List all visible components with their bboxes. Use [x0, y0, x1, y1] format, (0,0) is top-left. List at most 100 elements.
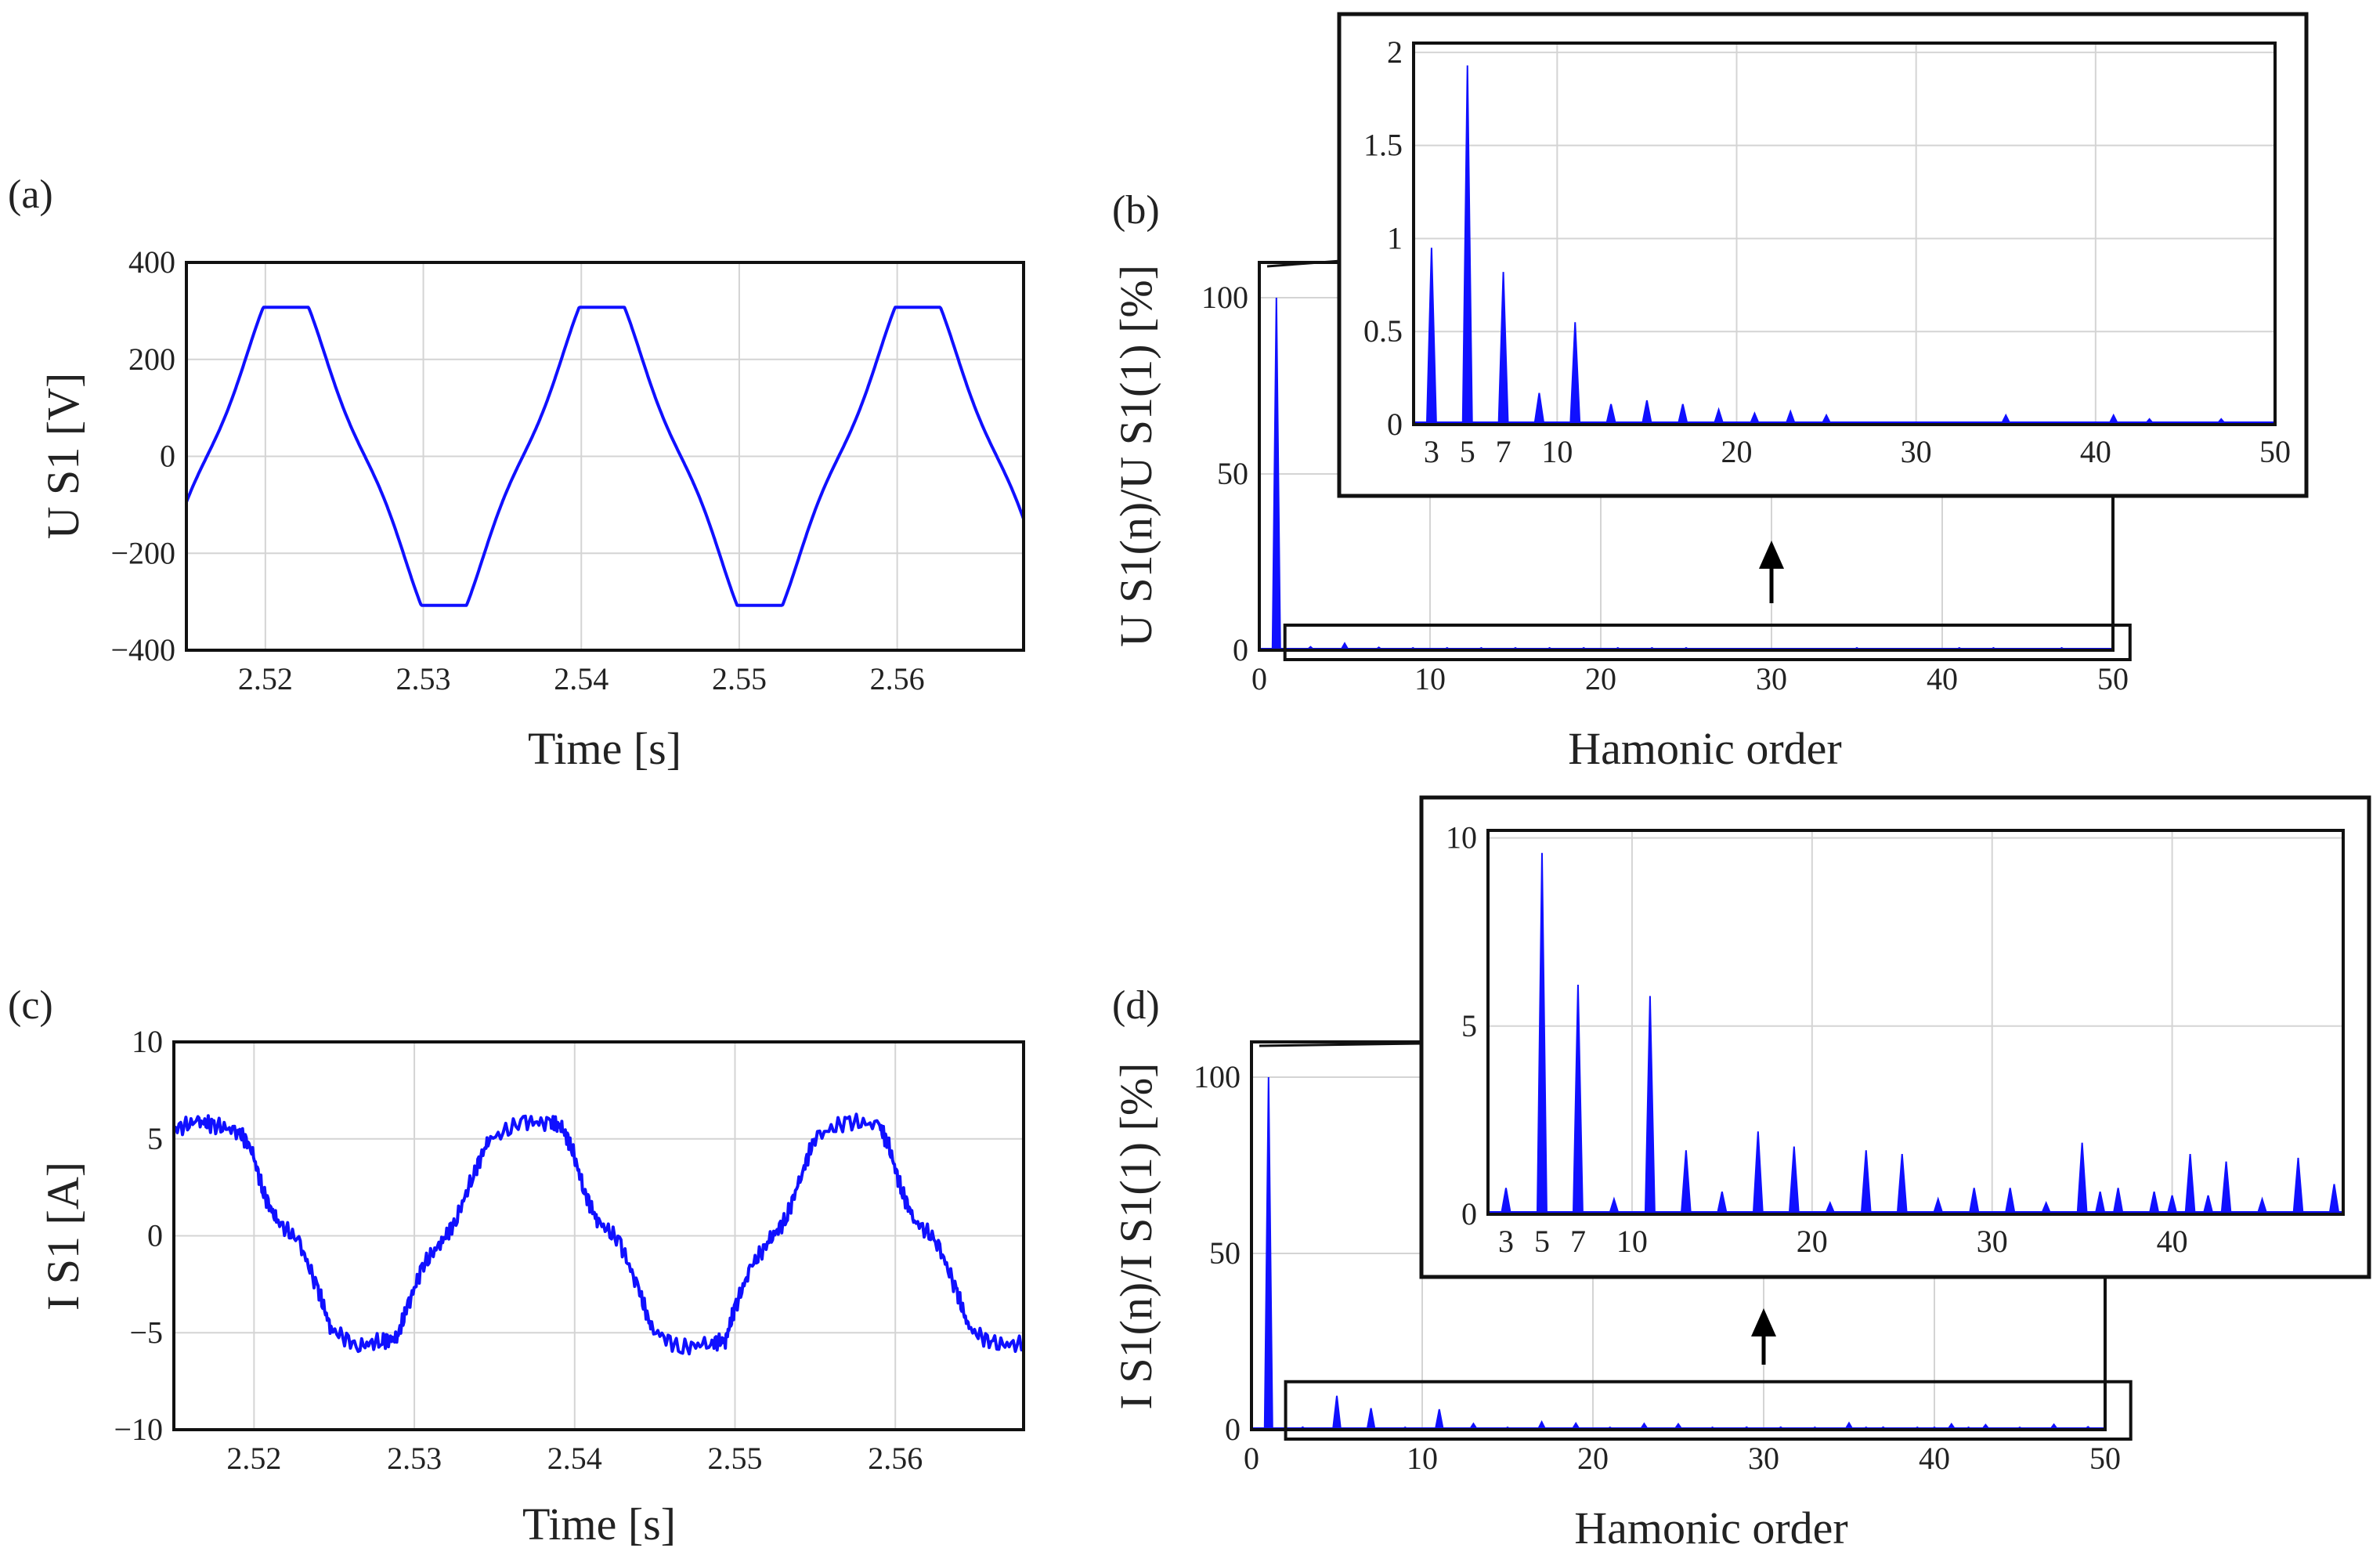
- panel-label: (d): [1112, 983, 1160, 1028]
- zoom-arrow: [1751, 1308, 1776, 1365]
- x-tick-label: 5: [1534, 1224, 1550, 1259]
- y-tick-labels: 400 200 0 −200 −400: [110, 244, 175, 667]
- x-tick-label: 20: [1721, 434, 1753, 469]
- x-tick-label: 10: [1616, 1224, 1648, 1259]
- x-tick-label: 2.55: [708, 1441, 763, 1476]
- x-tick-labels: 2.52 2.53 2.54 2.55 2.56: [226, 1441, 923, 1476]
- x-tick-label: 20: [1797, 1224, 1828, 1259]
- x-tick-label: 40: [1919, 1441, 1950, 1476]
- y-tick-label: 2: [1387, 34, 1403, 70]
- inset-y-tick-labels: 0 5 10: [1446, 820, 1477, 1231]
- inset-x-tick-labels: 3 5 7 10 20 30 40 50: [1424, 434, 2291, 469]
- y-tick-label: 0.5: [1363, 313, 1403, 349]
- zoom-arrow-head: [1759, 541, 1784, 569]
- y-tick-label: 10: [1446, 820, 1477, 855]
- x-tick-labels: 0 10 20 30 40 50: [1251, 661, 2129, 696]
- y-tick-label: 100: [1201, 280, 1248, 315]
- y-axis-title: I S1(n)/I S1(1) [%]: [1111, 1063, 1161, 1410]
- x-tick-labels: 0 10 20 30 40 50: [1244, 1441, 2121, 1476]
- x-tick-label: 30: [1977, 1224, 2008, 1259]
- plot-frame: [172, 1040, 1025, 1431]
- x-tick-label: 50: [2097, 661, 2129, 696]
- x-tick-label: 3: [1498, 1224, 1514, 1259]
- grid: [186, 262, 1024, 650]
- y-tick-label: 0: [1387, 407, 1403, 442]
- x-tick-label: 40: [2080, 434, 2111, 469]
- zoom-arrow: [1759, 541, 1784, 603]
- x-tick-label: 50: [2089, 1441, 2121, 1476]
- x-tick-label: 30: [1901, 434, 1932, 469]
- x-tick-label: 2.56: [868, 1441, 923, 1476]
- y-tick-label: −200: [110, 535, 175, 570]
- series-layer: [185, 306, 1025, 607]
- inset-plot-frame: [1412, 42, 2277, 426]
- voltage-waveform-line: [185, 306, 1025, 607]
- x-axis-title: Hamonic order: [1568, 723, 1841, 774]
- x-axis-title: Time [s]: [528, 723, 681, 774]
- inset-plot-area: [1486, 829, 2345, 1216]
- y-tick-labels: 10 5 0 −5 −10: [114, 1024, 163, 1447]
- x-tick-label: 20: [1577, 1441, 1609, 1476]
- x-tick-label: 2.52: [226, 1441, 281, 1476]
- y-tick-label: 5: [1461, 1008, 1477, 1043]
- x-tick-label: 5: [1460, 434, 1475, 469]
- x-tick-label: 3: [1424, 434, 1439, 469]
- zoom-arrow-head: [1751, 1308, 1776, 1336]
- y-tick-label: 50: [1209, 1235, 1241, 1271]
- y-tick-label: −400: [110, 632, 175, 667]
- inset-connector-left: [1259, 1042, 1424, 1047]
- x-tick-label: 2.56: [870, 661, 925, 696]
- x-tick-label: 40: [1927, 661, 1958, 696]
- y-tick-label: 0: [160, 439, 175, 474]
- y-axis-title: U S1 [V]: [38, 373, 88, 540]
- y-axis-title: I S1 [A]: [38, 1162, 88, 1311]
- inset-y-tick-labels: 0 0.5 1 1.5 2: [1363, 34, 1403, 442]
- y-tick-label: 0: [147, 1218, 163, 1253]
- inset-connector-left: [1266, 259, 1342, 268]
- zoom-region-box: [1283, 624, 2132, 661]
- x-tick-label: 7: [1496, 434, 1511, 469]
- y-tick-label: 0: [1233, 632, 1248, 667]
- x-tick-label: 50: [2259, 434, 2291, 469]
- y-tick-label: 100: [1194, 1059, 1241, 1094]
- x-tick-label: 2.54: [554, 661, 609, 696]
- y-tick-label: 0: [1461, 1196, 1477, 1231]
- y-tick-label: −5: [129, 1315, 163, 1350]
- x-tick-label: 2.54: [547, 1441, 602, 1476]
- panel-label: (b): [1112, 188, 1160, 233]
- x-tick-label: 2.55: [712, 661, 767, 696]
- current-waveform-line: [172, 1112, 1025, 1356]
- y-tick-labels: 0 50 100: [1201, 280, 1248, 667]
- panel-a: (a) 2.52 2.53 2.54 2.55 2.56 400 200 0 −200 −400…: [8, 172, 1025, 774]
- panel-c: (c) 2.52 2.53 2.54 2.55 2.56 10 5 0 −5 −10 Time …: [8, 983, 1025, 1550]
- y-tick-labels: 0 50 100: [1194, 1059, 1241, 1447]
- zoom-region-box: [1284, 1380, 2133, 1441]
- x-tick-label: 30: [1748, 1441, 1779, 1476]
- panel-label: (a): [8, 172, 53, 217]
- x-tick-label: 30: [1756, 661, 1787, 696]
- x-tick-label: 40: [2157, 1224, 2188, 1259]
- y-tick-label: 50: [1217, 456, 1248, 491]
- y-tick-label: 200: [128, 342, 175, 377]
- x-tick-label: 10: [1414, 661, 1446, 696]
- x-tick-labels: 2.52 2.53 2.54 2.55 2.56: [238, 661, 925, 696]
- panel-label: (c): [8, 983, 53, 1028]
- x-tick-label: 10: [1541, 434, 1573, 469]
- inset-x-tick-labels: 3 5 7 10 20 30 40: [1498, 1224, 2188, 1259]
- y-tick-label: 1.5: [1363, 128, 1403, 163]
- y-tick-label: 0: [1225, 1412, 1241, 1447]
- x-axis-title: Hamonic order: [1574, 1503, 1847, 1553]
- plot-frame: [185, 261, 1025, 652]
- x-axis-title: Time [s]: [522, 1499, 676, 1550]
- x-tick-label: 0: [1251, 661, 1267, 696]
- y-tick-label: 1: [1387, 220, 1403, 255]
- inset-plot-frame: [1486, 829, 2345, 1216]
- inset-plot-area: [1412, 42, 2277, 426]
- series-layer: [172, 1112, 1025, 1356]
- x-tick-label: 7: [1570, 1224, 1586, 1259]
- x-tick-label: 0: [1244, 1441, 1259, 1476]
- y-tick-label: 400: [128, 244, 175, 280]
- y-tick-label: 10: [132, 1024, 163, 1059]
